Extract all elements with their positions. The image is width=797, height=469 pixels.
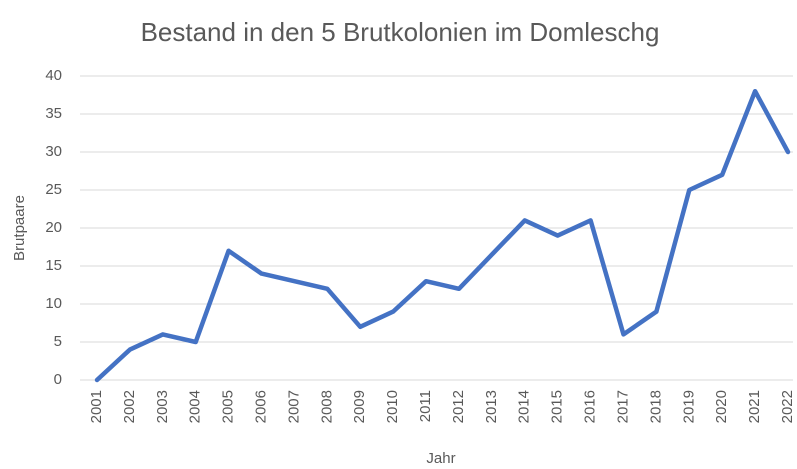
x-tick-label: 2007 [285,390,302,423]
y-tick-label: 35 [45,105,62,122]
x-tick-label: 2005 [220,390,237,423]
x-tick-label: 2001 [88,390,105,423]
x-tick-label: 2010 [384,390,401,423]
x-tick-label: 2016 [582,390,599,423]
y-axis-label: Brutpaare [11,195,28,261]
x-tick-label: 2011 [417,390,434,422]
x-tick-label: 2002 [121,390,138,423]
data-line [94,88,791,383]
y-tick-label: 20 [45,219,62,236]
x-tick-label: 2009 [351,390,368,423]
x-tick-label: 2018 [647,390,664,423]
x-tick-label: 2014 [516,390,533,423]
y-tick-label: 10 [45,295,62,312]
x-tick-label: 2008 [318,390,335,423]
x-tick-label: 2006 [252,390,269,423]
x-tick-label: 2003 [154,390,171,423]
x-tick-label: 2020 [713,390,730,423]
x-tick-label: 2012 [450,390,467,423]
x-axis-label: Jahr [426,450,455,467]
x-tick-label: 2022 [779,390,796,423]
chart-title: Bestand in den 5 Brutkolonien im Domlesc… [141,17,660,47]
x-tick-label: 2019 [680,390,697,423]
y-tick-label: 5 [54,333,62,350]
x-tick-label: 2013 [483,390,500,423]
y-tick-label: 25 [45,181,62,198]
x-tick-label: 2015 [549,390,566,423]
y-tick-label: 15 [45,257,62,274]
y-tick-label: 0 [54,371,62,388]
y-tick-label: 40 [45,67,62,84]
x-tick-label: 2017 [614,390,631,423]
y-tick-label: 30 [45,143,62,160]
x-tick-label: 2021 [746,390,763,423]
x-tick-label: 2004 [187,390,204,423]
